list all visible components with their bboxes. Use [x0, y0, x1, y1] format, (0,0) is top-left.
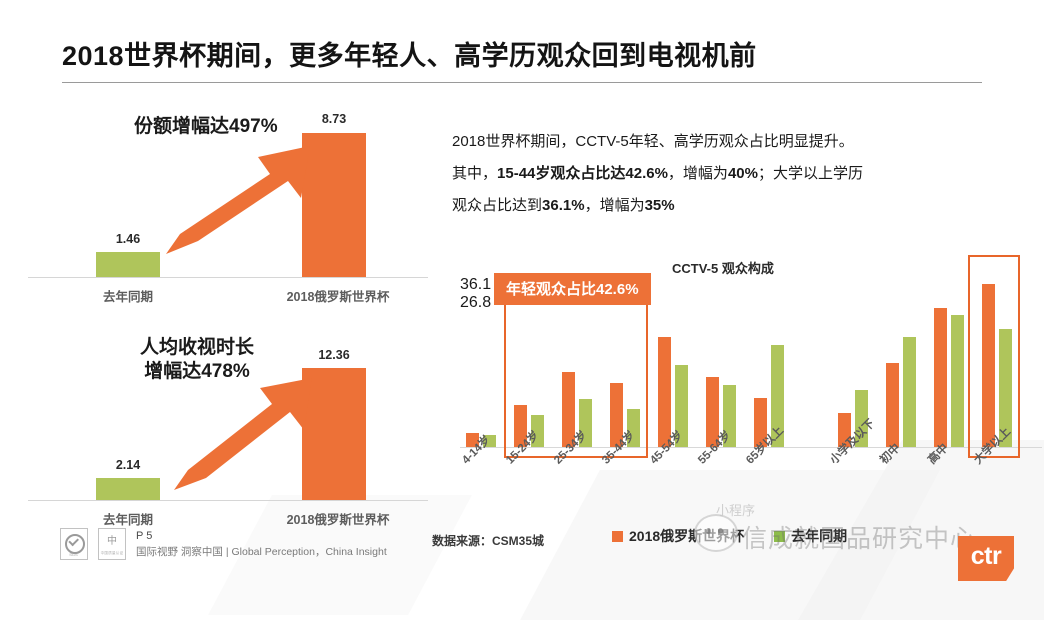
bar-last-year	[675, 365, 688, 447]
page-number: P 5	[136, 530, 153, 542]
body-line-2-prefix: 其中，	[452, 165, 498, 182]
category-label-last-year: 去年同期	[102, 290, 153, 304]
legend-label-worldcup: 2018俄罗斯世界杯	[629, 528, 745, 544]
viewing-time-annotation-line1: 人均收视时长	[140, 337, 255, 358]
bar-worldcup	[934, 308, 947, 447]
seal-left-caption: SGS	[69, 552, 78, 558]
seal-right-caption: 中国质量认证	[100, 551, 124, 556]
chart-axis-line	[28, 277, 428, 278]
certification-seal-icon: SGS	[60, 528, 88, 561]
bar-last-year	[723, 385, 736, 447]
category-label-worldcup: 2018俄罗斯世界杯	[286, 513, 390, 527]
bar-worldcup	[302, 133, 366, 277]
category-label-worldcup: 2018俄罗斯世界杯	[286, 290, 390, 304]
bar-worldcup	[514, 405, 527, 447]
body-line-2-bold-2: 40%	[727, 165, 758, 182]
body-line-2: 其中，15-44岁观众占比达42.6%，增幅为40%；大学以上学历	[452, 158, 1032, 190]
chart-title: CCTV-5 观众构成	[672, 261, 774, 276]
body-line-2-mid-2: ；大学以上学历	[757, 165, 863, 182]
footer-text-block: P 5 国际视野 洞察中国 | Global Perception，China …	[136, 528, 387, 560]
body-line-3: 观众占比达到36.1%，增幅为35%	[452, 190, 1032, 222]
chart-legend: 2018俄罗斯世界杯 去年同期	[612, 526, 847, 546]
share-growth-annotation: 份额增幅达497%	[134, 116, 278, 137]
source-note: 数据来源：CSM35城	[432, 534, 545, 548]
bar-worldcup	[302, 368, 366, 500]
page-title: 2018世界杯期间，更多年轻人、高学历观众回到电视机前	[62, 41, 757, 71]
bar-worldcup	[562, 372, 575, 447]
viewing-time-annotation: 人均收视时长 增幅达478%	[140, 336, 254, 384]
bar-worldcup	[658, 337, 671, 447]
chart-plot-area: 36.1 26.8	[460, 276, 1042, 448]
bar-value-worldcup: 8.73	[321, 112, 347, 126]
share-chart: 1.46 8.73 去年同期 2018俄罗斯世界杯 份额增幅达497%	[28, 112, 428, 304]
bar-worldcup	[754, 398, 767, 447]
bar-last-year	[999, 329, 1012, 447]
bar-worldcup	[706, 377, 719, 447]
chart-axis-line	[460, 447, 1042, 448]
bar-last-year	[96, 252, 160, 277]
body-line-2-bold-1: 15-44岁观众占比达42.6%	[497, 165, 668, 182]
title-divider	[62, 82, 982, 84]
data-label-university-worldcup: 36.1	[460, 276, 492, 293]
bar-last-year	[96, 478, 160, 500]
footer-tagline: 国际视野 洞察中国 | Global Perception，China Insi…	[136, 545, 387, 558]
bar-last-year	[483, 435, 496, 447]
bar-worldcup	[466, 433, 479, 447]
ctr-logo: ctr	[958, 536, 1014, 581]
slide-footer: SGS 中 中国质量认证 P 5 国际视野 洞察中国 | Global Perc…	[60, 528, 387, 561]
bar-value-last-year: 2.14	[115, 458, 141, 472]
bar-last-year	[627, 409, 640, 447]
bar-last-year	[579, 399, 592, 447]
bar-last-year	[531, 415, 544, 447]
legend-swatch-worldcup	[612, 530, 623, 542]
body-line-3-bold-2: 35%	[644, 197, 675, 214]
viewing-time-annotation-line2: 增幅达478%	[144, 360, 250, 382]
bar-worldcup	[610, 383, 623, 447]
body-paragraph: 2018世界杯期间，CCTV-5年轻、高学历观众占比明显提升。 其中，15-44…	[452, 126, 1032, 222]
bar-last-year	[951, 315, 964, 447]
bar-value-worldcup: 12.36	[318, 348, 350, 362]
chart-axis-line	[28, 500, 428, 501]
audience-composition-chart: CCTV-5 观众构成	[452, 255, 1042, 467]
legend-label-lastyear: 去年同期	[791, 528, 848, 544]
bar-worldcup	[886, 363, 899, 447]
highlight-box-university	[968, 255, 1020, 458]
highlight-tag-young-audience: 年轻观众占比42.6%	[494, 273, 651, 305]
viewing-time-chart: 2.14 12.36 去年同期 2018俄罗斯世界杯 人均收视时长 增幅达478…	[28, 337, 428, 530]
bar-last-year	[771, 345, 784, 447]
growth-arrow-icon	[166, 146, 310, 254]
bar-worldcup	[838, 413, 851, 447]
seal-right-glyph: 中	[107, 536, 117, 548]
body-line-3-mid-1: ，增幅为	[584, 197, 645, 214]
data-label-university-lastyear: 26.8	[460, 294, 492, 311]
body-line-2-mid-1: ，增幅为	[667, 165, 728, 182]
category-label-last-year: 去年同期	[102, 513, 153, 527]
bar-value-last-year: 1.46	[115, 232, 141, 246]
ctr-logo-text: ctr	[970, 542, 1002, 570]
body-line-3-prefix: 观众占比达到	[452, 197, 543, 214]
body-line-3-bold-1: 36.1%	[542, 197, 585, 214]
legend-swatch-lastyear	[774, 530, 786, 542]
bar-last-year	[855, 390, 868, 447]
bar-last-year	[903, 337, 916, 447]
quality-seal-icon: 中 中国质量认证	[98, 528, 126, 561]
bar-worldcup	[982, 284, 995, 447]
growth-arrow-icon	[174, 378, 312, 490]
slide-header: 2018世界杯期间，更多年轻人、高学历观众回到电视机前	[62, 40, 982, 84]
watermark-small-text: 小程序	[716, 503, 756, 518]
body-line-1: 2018世界杯期间，CCTV-5年轻、高学历观众占比明显提升。	[452, 133, 854, 150]
